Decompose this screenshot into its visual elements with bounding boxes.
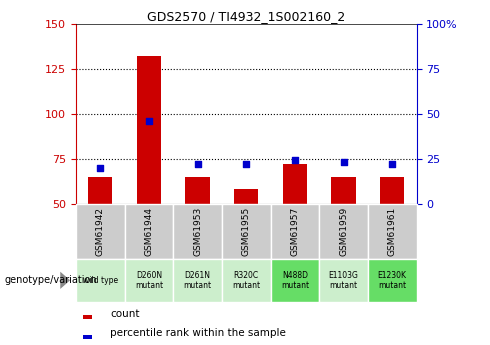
Bar: [270, 259, 319, 302]
Text: GSM61942: GSM61942: [96, 207, 105, 256]
Bar: [222, 259, 270, 302]
Bar: [368, 204, 416, 259]
Text: GSM61953: GSM61953: [193, 207, 202, 256]
Point: [145, 118, 153, 124]
Text: E1230K
mutant: E1230K mutant: [378, 270, 407, 290]
Bar: [76, 204, 124, 259]
Bar: [88, 177, 112, 293]
Point: [291, 158, 299, 163]
Point: [388, 161, 396, 167]
Bar: [76, 259, 124, 302]
Text: count: count: [110, 309, 140, 319]
Polygon shape: [60, 272, 70, 289]
Bar: [185, 177, 210, 293]
Bar: [83, 335, 92, 338]
Point: [194, 161, 201, 167]
Text: GSM61961: GSM61961: [388, 207, 397, 256]
Bar: [380, 177, 404, 293]
Bar: [137, 57, 161, 293]
Text: D261N
mutant: D261N mutant: [184, 270, 212, 290]
Point: [97, 165, 104, 170]
Text: GSM61957: GSM61957: [291, 207, 299, 256]
Bar: [173, 259, 222, 302]
Bar: [283, 164, 307, 293]
Bar: [124, 204, 173, 259]
Text: GSM61959: GSM61959: [339, 207, 348, 256]
Text: percentile rank within the sample: percentile rank within the sample: [110, 328, 286, 338]
Bar: [319, 259, 368, 302]
Text: genotype/variation: genotype/variation: [5, 275, 98, 285]
Title: GDS2570 / TI4932_1S002160_2: GDS2570 / TI4932_1S002160_2: [147, 10, 345, 23]
Bar: [222, 204, 270, 259]
Bar: [124, 259, 173, 302]
Bar: [234, 189, 258, 293]
Text: N488D
mutant: N488D mutant: [281, 270, 309, 290]
Text: GSM61955: GSM61955: [242, 207, 251, 256]
Bar: [173, 204, 222, 259]
Text: E1103G
mutant: E1103G mutant: [329, 270, 359, 290]
Text: GSM61944: GSM61944: [145, 207, 153, 256]
Point: [243, 161, 250, 167]
Text: R320C
mutant: R320C mutant: [232, 270, 260, 290]
Bar: [83, 315, 92, 319]
Point: [340, 159, 347, 165]
Text: wild type: wild type: [83, 276, 118, 285]
Bar: [368, 259, 416, 302]
Bar: [319, 204, 368, 259]
Bar: [270, 204, 319, 259]
Bar: [331, 177, 356, 293]
Text: D260N
mutant: D260N mutant: [135, 270, 163, 290]
